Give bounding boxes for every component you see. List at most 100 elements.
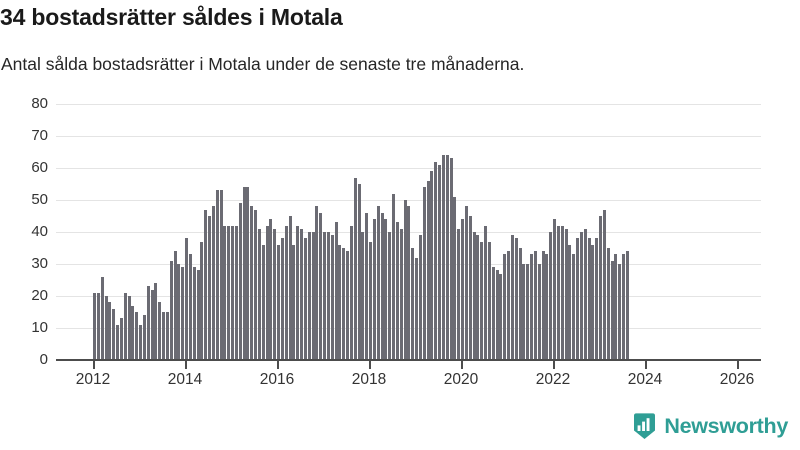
bar: [614, 254, 618, 360]
bar: [556, 225, 560, 360]
bar: [445, 155, 449, 360]
bar: [591, 244, 595, 360]
bar-series: [56, 104, 761, 360]
bar: [349, 225, 353, 360]
bar: [104, 296, 108, 360]
bar: [284, 225, 288, 360]
bar: [422, 187, 426, 360]
bar: [234, 225, 238, 360]
bar: [568, 244, 572, 360]
bar: [418, 235, 422, 360]
bar: [587, 238, 591, 360]
bar: [200, 241, 204, 360]
bar: [480, 241, 484, 360]
bar: [369, 241, 373, 360]
bar: [625, 251, 629, 360]
bar: [507, 251, 511, 360]
bar: [576, 238, 580, 360]
bar: [403, 200, 407, 360]
bar: [280, 238, 284, 360]
bar: [606, 248, 610, 360]
bar: [265, 225, 269, 360]
x-axis-tick-label: 2024: [627, 371, 663, 388]
bar: [303, 238, 307, 360]
y-axis-tick-label: 0: [39, 351, 48, 368]
bar: [165, 312, 169, 360]
bar: [595, 238, 599, 360]
bar: [192, 267, 196, 360]
bar: [610, 260, 614, 360]
bar: [449, 158, 453, 360]
x-axis-tick-label: 2018: [351, 371, 387, 388]
bar: [553, 219, 557, 360]
bar: [392, 193, 396, 360]
bar: [119, 318, 123, 360]
bar: [487, 241, 491, 360]
bar: [346, 251, 350, 360]
x-axis-tick-mark: [645, 361, 647, 369]
bar: [530, 254, 534, 360]
x-axis-tick-mark: [461, 361, 463, 369]
bar: [273, 228, 277, 360]
bar: [330, 235, 334, 360]
bar: [307, 232, 311, 360]
y-axis-tick-label: 50: [31, 191, 48, 208]
bar: [468, 216, 472, 360]
bar: [411, 248, 415, 360]
bar: [514, 238, 518, 360]
bar: [116, 324, 120, 360]
gridline: [56, 104, 761, 105]
bar: [315, 206, 319, 360]
bar: [495, 270, 499, 360]
x-axis-tick-label: 2026: [719, 371, 755, 388]
x-axis-tick-mark: [737, 361, 739, 369]
bar: [311, 232, 315, 360]
gridline: [56, 168, 761, 169]
bar: [177, 264, 181, 360]
bar: [300, 228, 304, 360]
bar: [533, 251, 537, 360]
bar: [277, 244, 281, 360]
y-axis-tick-label: 40: [31, 223, 48, 240]
bar: [579, 232, 583, 360]
newsworthy-logo[interactable]: Newsworthy: [632, 413, 788, 440]
bar-chart-badge-icon: [632, 413, 657, 440]
bar: [154, 283, 158, 360]
x-axis-tick-mark: [553, 361, 555, 369]
bar: [158, 302, 162, 360]
bar: [583, 228, 587, 360]
y-axis-tick-label: 60: [31, 159, 48, 176]
bar: [441, 155, 445, 360]
bar: [96, 292, 100, 360]
x-axis-tick-label: 2012: [75, 371, 111, 388]
y-axis-tick-label: 80: [31, 95, 48, 112]
bar: [353, 177, 357, 360]
bar: [522, 264, 526, 360]
bar: [491, 267, 495, 360]
bar: [503, 254, 507, 360]
x-axis-tick-mark: [277, 361, 279, 369]
bar: [365, 212, 369, 360]
bar: [139, 324, 143, 360]
bar: [426, 180, 430, 360]
y-axis-tick-label: 10: [31, 319, 48, 336]
bar: [572, 254, 576, 360]
x-axis-tick-label: 2014: [167, 371, 203, 388]
bar: [399, 228, 403, 360]
bar: [246, 187, 250, 360]
bar: [357, 184, 361, 360]
bar: [338, 244, 342, 360]
bar: [215, 190, 219, 360]
y-axis-tick-label: 30: [31, 255, 48, 272]
bar: [342, 248, 346, 360]
bar: [142, 315, 146, 360]
bar: [150, 289, 154, 360]
x-axis-tick-label: 2020: [443, 371, 479, 388]
bar: [461, 219, 465, 360]
bar: [549, 232, 553, 360]
bar: [238, 203, 242, 360]
chart-subtitle: Antal sålda bostadsrätter i Motala under…: [1, 54, 525, 74]
bar: [602, 209, 606, 360]
bar: [415, 257, 419, 360]
